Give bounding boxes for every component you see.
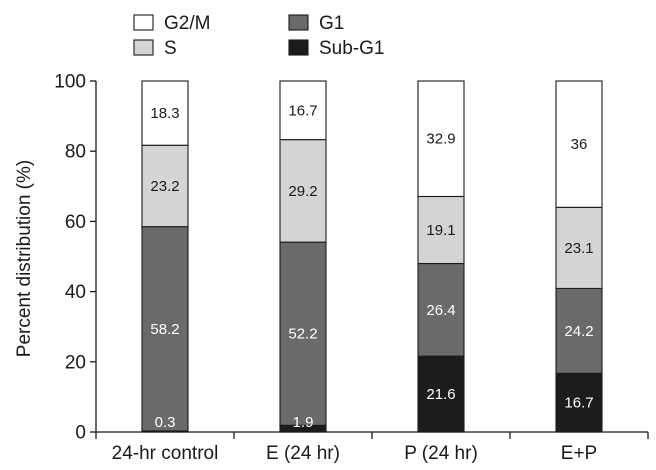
data-label-e-24-hr-g2-m: 16.7 <box>288 102 317 119</box>
data-label-p-24-hr-g2-m: 32.9 <box>426 131 455 148</box>
y-axis-title: Percent distribution (%) <box>14 160 35 357</box>
y-tick-label-60: 60 <box>65 212 86 233</box>
legend-swatch-g2-m <box>133 14 154 31</box>
x-tick-label-e-24-hr: E (24 hr) <box>266 443 340 464</box>
y-tick-label-20: 20 <box>65 352 86 373</box>
legend-swatch-g1 <box>288 14 309 31</box>
bar-e-24-hr-s <box>279 139 327 243</box>
bar-p-24-hr-s <box>417 195 465 265</box>
data-label-e-p-s: 23.1 <box>564 240 593 257</box>
bar-e-p-sub-g1 <box>555 372 603 433</box>
legend-label-g2-m: G2/M <box>164 13 210 34</box>
data-label-e-p-g2-m: 36 <box>571 136 588 153</box>
y-tick-label-40: 40 <box>65 282 86 303</box>
y-tick-label-0: 0 <box>75 423 86 444</box>
bar-e-24-hr-g1 <box>279 241 327 426</box>
bar-e-p-g1 <box>555 287 603 374</box>
legend-label-s: S <box>164 38 177 59</box>
legend-swatch-sub-g1 <box>288 39 309 56</box>
data-label-24-hr-control-g1: 58.2 <box>150 321 179 338</box>
data-label-p-24-hr-sub-g1: 21.6 <box>426 386 455 403</box>
bar-p-24-hr-sub-g1 <box>417 355 465 433</box>
bar-e-p-s <box>555 206 603 289</box>
data-label-e-24-hr-g1: 52.2 <box>288 326 317 343</box>
x-tick-label-e-p: E+P <box>561 443 597 464</box>
legend-label-g1: G1 <box>319 13 344 34</box>
data-label-p-24-hr-s: 19.1 <box>426 222 455 239</box>
legend-label-sub-g1: Sub-G1 <box>319 38 384 59</box>
data-label-e-24-hr-s: 29.2 <box>288 183 317 200</box>
bar-24-hr-control-g2-m <box>141 80 189 146</box>
bar-p-24-hr-g2-m <box>417 80 465 198</box>
y-tick-label-100: 100 <box>54 72 86 93</box>
legend-swatch-s <box>133 39 154 56</box>
x-tick-label-p-24-hr: P (24 hr) <box>404 443 478 464</box>
data-label-e-p-sub-g1: 16.7 <box>564 395 593 412</box>
axes: 0 20 40 60 80 100 24-hr control E (24 hr) P (24 … <box>14 72 649 464</box>
data-label-24-hr-control-s: 23.2 <box>150 178 179 195</box>
data-labels: 0.3 58.2 23.2 18.3 1.9 52.2 29.2 16.7 21.6 26.4 19… <box>150 102 593 431</box>
data-label-24-hr-control-g2-m: 18.3 <box>150 105 179 122</box>
data-label-24-hr-control-sub-g1: 0.3 <box>155 414 176 431</box>
legend: G2/M S G1 Sub-G1 <box>133 13 384 59</box>
data-label-p-24-hr-g1: 26.4 <box>426 302 455 319</box>
data-label-e-24-hr-sub-g1: 1.9 <box>293 414 314 431</box>
bar-24-hr-control-g1 <box>141 226 189 432</box>
bars <box>141 80 603 433</box>
data-label-e-p-g1: 24.2 <box>564 323 593 340</box>
bar-e-p-g2-m <box>555 80 603 208</box>
x-tick-label-24-hr-control: 24-hr control <box>112 443 219 464</box>
y-tick-label-80: 80 <box>65 142 86 163</box>
bar-e-24-hr-g2-m <box>279 80 327 141</box>
